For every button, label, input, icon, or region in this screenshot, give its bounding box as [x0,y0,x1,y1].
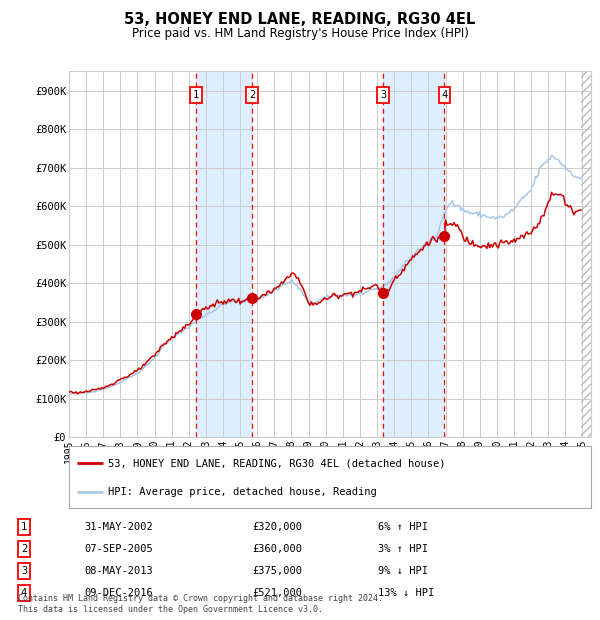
Text: Contains HM Land Registry data © Crown copyright and database right 2024.: Contains HM Land Registry data © Crown c… [18,594,383,603]
Text: 1: 1 [21,521,27,531]
Text: £320,000: £320,000 [252,521,302,531]
Text: £375,000: £375,000 [252,566,302,576]
Bar [383,71,445,437]
Text: 4: 4 [21,588,27,598]
Text: This data is licensed under the Open Government Licence v3.0.: This data is licensed under the Open Gov… [18,605,323,614]
Text: HPI: Average price, detached house, Reading: HPI: Average price, detached house, Read… [108,487,377,497]
Text: 07-SEP-2005: 07-SEP-2005 [84,544,153,554]
Text: 2: 2 [21,544,27,554]
Text: 2: 2 [249,90,255,100]
Text: 1: 1 [193,90,199,100]
Text: 3: 3 [380,90,386,100]
Text: £521,000: £521,000 [252,588,302,598]
Text: 3: 3 [21,566,27,576]
Text: 31-MAY-2002: 31-MAY-2002 [84,521,153,531]
Bar [196,71,252,437]
Text: 13% ↓ HPI: 13% ↓ HPI [378,588,434,598]
Text: Price paid vs. HM Land Registry's House Price Index (HPI): Price paid vs. HM Land Registry's House … [131,27,469,40]
Text: 4: 4 [442,90,448,100]
Bar [581,71,591,437]
Text: 3% ↑ HPI: 3% ↑ HPI [378,544,428,554]
Text: £360,000: £360,000 [252,544,302,554]
Text: 09-DEC-2016: 09-DEC-2016 [84,588,153,598]
Text: 53, HONEY END LANE, READING, RG30 4EL (detached house): 53, HONEY END LANE, READING, RG30 4EL (d… [108,458,446,468]
Bar [581,71,591,437]
Text: 9% ↓ HPI: 9% ↓ HPI [378,566,428,576]
Text: 53, HONEY END LANE, READING, RG30 4EL: 53, HONEY END LANE, READING, RG30 4EL [124,12,476,27]
Text: 6% ↑ HPI: 6% ↑ HPI [378,521,428,531]
Text: 08-MAY-2013: 08-MAY-2013 [84,566,153,576]
